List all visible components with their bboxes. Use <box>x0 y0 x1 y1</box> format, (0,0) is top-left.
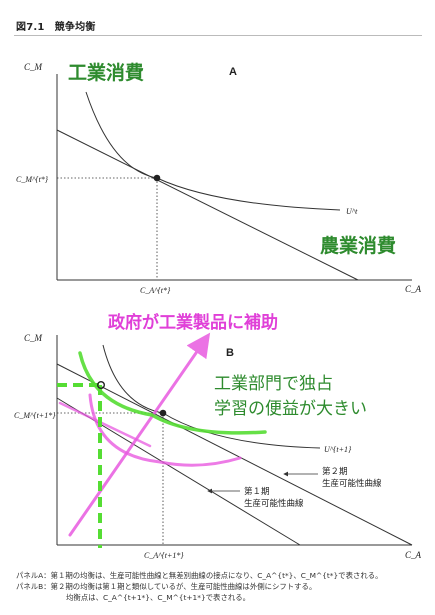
panel-a-y-star-label: C_M^{t*} <box>16 175 49 184</box>
title-divider <box>14 35 422 36</box>
panel-b-handwritten-top: 政府が工業製品に補助 <box>108 312 278 333</box>
panel-b-period2-label-2: 生産可能性曲線 <box>322 478 382 489</box>
figure-caption: パネルA：第１期の均衡は、生産可能性曲線と無差別曲線の接点になり、C_A^{t*… <box>16 570 426 603</box>
panel-a: A C_M C_A C_M^{t*} C_A^{t*} U^t 工業消費 農業消… <box>16 61 422 295</box>
panel-b-ppf-period2 <box>56 363 413 546</box>
panel-b-equilibrium-point <box>159 409 167 417</box>
figure-title: 図7.1 競争均衡 <box>16 22 96 33</box>
panel-b-curve-label: U^{t+1} <box>324 445 352 454</box>
panel-b-x-star-label: C_A^{t+1*} <box>144 551 184 560</box>
panel-b-handwritten-middle-1: 工業部門で独占 <box>214 374 333 394</box>
panel-b-green-point <box>96 381 105 390</box>
panel-b-pink-shifted-curve <box>88 393 242 467</box>
panel-b-letter: B <box>226 347 234 359</box>
panel-a-handwritten-top: 工業消費 <box>68 61 144 84</box>
panel-a-indifference-curve <box>85 91 341 211</box>
panel-a-handwritten-right: 農業消費 <box>320 234 396 257</box>
panel-a-letter: A <box>229 66 237 78</box>
figure-canvas: A C_M C_A C_M^{t*} C_A^{t*} U^t 工業消費 農業消… <box>14 61 422 560</box>
panel-b-pink-arrow <box>68 332 211 537</box>
panel-b: B C_M C_A C_M^{t+1*} C_A^{t+1*} U^{t+1} … <box>14 312 422 560</box>
panel-b-handwritten-middle-2: 学習の便益が大きい <box>214 399 367 419</box>
caption-line-3: 均衡点は、C_A^{t+1*}、C_M^{t+1*}で表される。 <box>66 593 251 602</box>
panel-b-x-axis-label: C_A <box>405 550 422 560</box>
panel-b-green-curve <box>78 351 267 435</box>
caption-line-2: パネルB：第２期の均衡は第１期と類似しているが、生産可能性曲線は外側にシフトする… <box>16 582 317 591</box>
panel-b-period1-label-2: 生産可能性曲線 <box>244 498 304 509</box>
panel-a-equilibrium-point <box>153 174 161 182</box>
panel-b-pink-shifted-line <box>58 401 152 448</box>
panel-b-period1-label-1: 第１期 <box>244 486 270 497</box>
panel-b-y-star-label: C_M^{t+1*} <box>14 411 56 420</box>
panel-b-y-axis-label: C_M <box>24 333 43 343</box>
panel-a-curve-label: U^t <box>346 207 358 216</box>
caption-line-1: パネルA：第１期の均衡は、生産可能性曲線と無差別曲線の接点になり、C_A^{t*… <box>16 571 383 580</box>
panel-a-x-axis-label: C_A <box>405 284 422 294</box>
panel-a-ppf-line <box>56 129 359 281</box>
panel-b-period2-label-1: 第２期 <box>322 466 348 477</box>
panel-a-x-star-label: C_A^{t*} <box>140 286 171 295</box>
panel-a-y-axis-label: C_M <box>24 62 43 72</box>
